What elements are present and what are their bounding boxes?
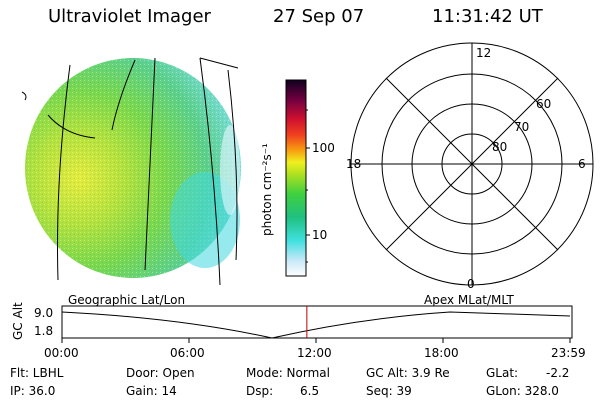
colorbar-tick-10: 10 (312, 228, 328, 242)
status-dsp-value: 6.5 (300, 384, 320, 398)
timeline-ytick-top: 9.0 (34, 306, 54, 320)
mlt-label-18: 18 (346, 157, 362, 171)
lat-label-60: 60 (536, 97, 552, 111)
mlt-label-12: 12 (476, 46, 492, 60)
colorbar-unit-label: photon cm⁻²s⁻¹ (260, 143, 274, 236)
timeline-ytick-bottom: 1.8 (34, 324, 54, 338)
timeline-xtick: 18:00 (424, 346, 459, 360)
altitude-timeline (61, 305, 573, 343)
status-mode: Mode: Normal (246, 366, 330, 380)
timeline-ylabel: GC Alt (11, 302, 25, 340)
status-seq: Seq: 39 (366, 384, 412, 398)
status-gc-alt: GC Alt: 3.9 Re (366, 366, 450, 380)
timeline-xtick: 12:00 (297, 346, 332, 360)
lat-label-70: 70 (514, 120, 530, 134)
status-glat-value: -2.2 (546, 366, 570, 380)
timeline-xtick: 23:59 (551, 346, 586, 360)
mlt-label-0: 0 (467, 277, 475, 291)
timeline-right-title: Apex MLat/MLT (424, 293, 514, 307)
status-filter: Flt: LBHL (10, 366, 64, 380)
status-gain: Gain: 14 (126, 384, 177, 398)
auroral-image (21, 57, 241, 286)
color-scale-bar (285, 79, 310, 277)
status-glat-label: GLat: (486, 366, 519, 380)
polar-grid (350, 42, 594, 286)
status-glon: GLon: 328.0 (486, 384, 559, 398)
status-door: Door: Open (126, 366, 195, 380)
timeline-xtick: 00:00 (44, 346, 79, 360)
timeline-xtick: 06:00 (170, 346, 205, 360)
date-label: 27 Sep 07 (273, 6, 365, 27)
mlt-label-6: 6 (578, 157, 586, 171)
lat-label-80: 80 (492, 140, 508, 154)
status-dsp-label: Dsp: (246, 384, 274, 398)
colorbar-tick-100: 100 (312, 141, 335, 155)
instrument-title: Ultraviolet Imager (48, 6, 211, 27)
timeline-left-title: Geographic Lat/Lon (68, 293, 186, 307)
time-label: 11:31:42 UT (432, 6, 543, 27)
status-ip: IP: 36.0 (10, 384, 56, 398)
